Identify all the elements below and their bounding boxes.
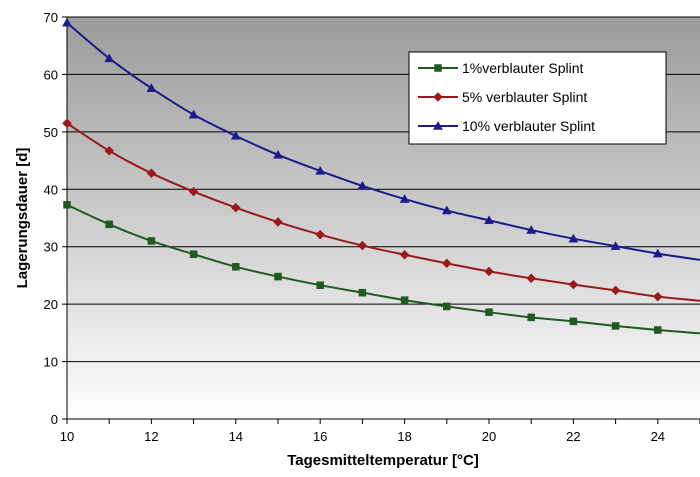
data-point [273, 217, 283, 227]
x-tick-label: 20 [482, 429, 496, 444]
data-point [652, 291, 663, 302]
series-line [66, 21, 700, 261]
y-tick-label: 70 [44, 10, 58, 25]
data-point [357, 240, 368, 251]
data-point [484, 266, 494, 277]
y-axis-title: Lagerungsdauer [d] [14, 148, 31, 289]
data-point [527, 313, 535, 322]
data-point [188, 186, 199, 197]
x-tick-label: 14 [229, 429, 243, 444]
x-tick-label: 12 [144, 429, 158, 444]
data-point [610, 285, 621, 296]
data-point [62, 17, 72, 27]
data-point [611, 322, 620, 330]
y-tick-label: 20 [44, 297, 58, 312]
x-tick-label: 18 [397, 429, 411, 444]
y-tick-label: 40 [44, 182, 58, 197]
y-tick-label: 60 [44, 67, 58, 82]
data-point [315, 229, 326, 240]
x-tick-label: 24 [651, 429, 665, 444]
series-line [66, 122, 700, 302]
data-point [105, 220, 113, 229]
legend-marker [434, 64, 442, 72]
data-point [104, 145, 115, 156]
series-2 [62, 118, 700, 302]
data-point [485, 308, 493, 316]
series-line [66, 203, 700, 335]
data-point [316, 281, 324, 289]
data-point [358, 288, 367, 297]
x-tick-label: 22 [566, 429, 580, 444]
data-point [484, 215, 494, 225]
data-point [568, 233, 579, 243]
x-axis-title: Tagesmitteltemperatur [°C] [287, 452, 479, 469]
data-point [188, 109, 199, 119]
data-point [104, 53, 115, 63]
data-point [568, 279, 579, 290]
legend-label: 5% verblauter Splint [462, 89, 587, 105]
data-point [315, 165, 326, 175]
data-point [399, 194, 410, 203]
data-point [147, 237, 156, 245]
data-point [441, 258, 452, 269]
data-point [146, 168, 157, 179]
y-tick-label: 30 [44, 240, 58, 255]
data-point [441, 205, 452, 215]
legend-item[interactable]: 10% verblauter Splint [418, 118, 595, 134]
legend-item[interactable]: 5% verblauter Splint [418, 89, 587, 105]
data-point [62, 118, 72, 129]
data-point [610, 241, 621, 250]
data-point [526, 225, 537, 234]
data-point [652, 248, 663, 258]
y-tick-label: 50 [44, 125, 58, 140]
legend-label: 10% verblauter Splint [462, 118, 595, 134]
data-point [400, 296, 409, 304]
y-tick-label: 10 [44, 355, 58, 370]
data-point [230, 202, 241, 213]
data-point [274, 272, 282, 281]
data-point [357, 180, 368, 190]
legend-label: 1%verblauter Splint [462, 60, 584, 76]
series-layer [62, 17, 700, 335]
data-point [443, 302, 451, 311]
data-point [526, 273, 537, 284]
legend-marker [433, 120, 443, 130]
data-point [230, 130, 241, 140]
data-point [189, 250, 198, 258]
series-1 [63, 201, 700, 335]
x-tick-label: 10 [60, 429, 74, 444]
data-point [399, 249, 410, 260]
legend[interactable]: 1%verblauter Splint 5% verblauter Splint 1… [408, 51, 667, 145]
legend-item[interactable]: 1%verblauter Splint [418, 60, 584, 76]
legend-marker [433, 92, 443, 102]
data-point [232, 263, 240, 271]
data-point [146, 83, 157, 92]
x-tick-label: 16 [313, 429, 327, 444]
data-point [654, 326, 662, 334]
data-point [63, 201, 71, 209]
series-3 [62, 17, 700, 261]
data-point [273, 149, 283, 159]
data-point [569, 317, 578, 326]
y-tick-label: 0 [51, 412, 58, 427]
